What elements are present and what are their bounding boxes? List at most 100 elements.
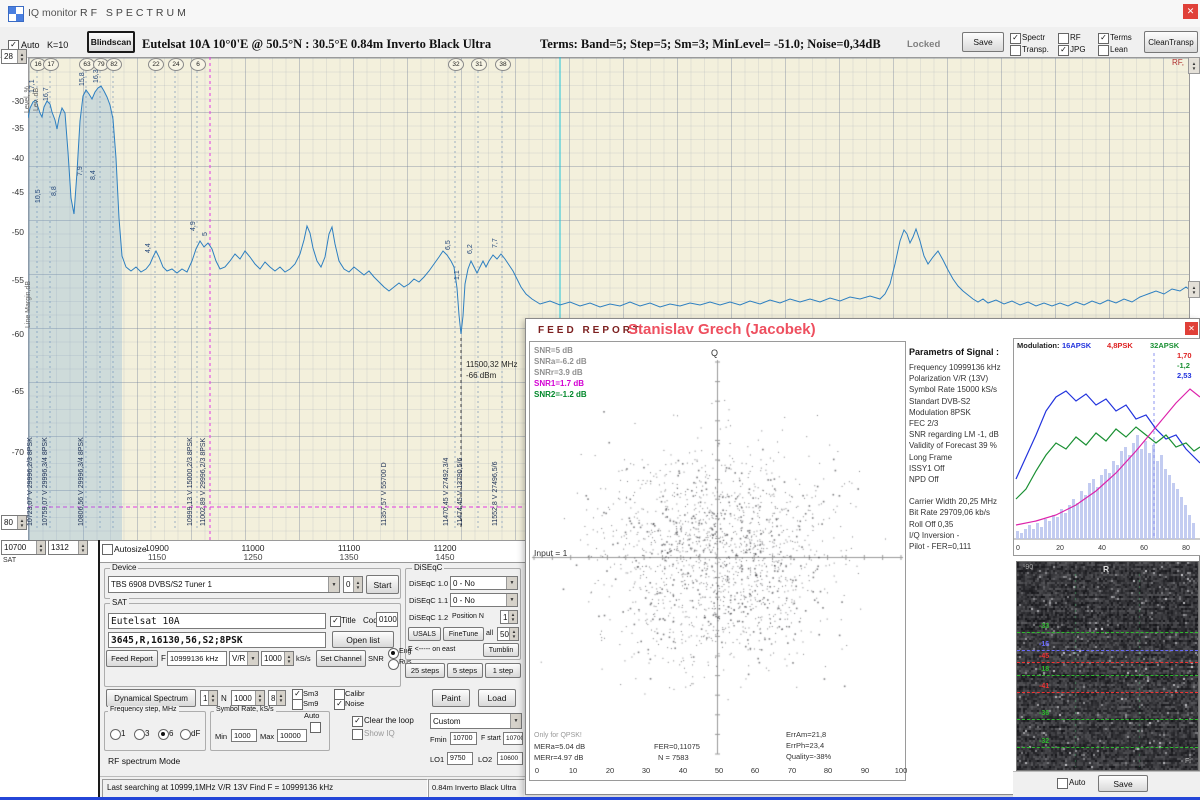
feed-report-title[interactable]: FEED REPORT [538, 325, 642, 336]
load-button[interactable]: Load [478, 689, 516, 707]
level-max-spinner[interactable]: 28 [1, 49, 27, 64]
noise-checkbox[interactable] [334, 699, 345, 710]
open-list-button[interactable]: Open list [332, 631, 394, 648]
min-input[interactable]: 1000 [231, 729, 257, 742]
waterfall-threshold-line [1017, 650, 1198, 651]
transponder-label: 10999,13 V 15000,2/3 8PSK [187, 437, 194, 526]
finetune-button[interactable]: FineTune [443, 627, 484, 641]
tuner-index-spinner[interactable]: 0 [343, 576, 363, 593]
peak-label: 16,3 [93, 69, 100, 83]
feed-close-icon[interactable]: ✕ [1185, 322, 1198, 335]
snr-line: SNRa=-6.2 dB [534, 357, 587, 366]
right-axis-spinner-top[interactable] [1188, 57, 1200, 74]
usals-button[interactable]: USALS [408, 627, 441, 641]
steps25-button[interactable]: 25 steps [405, 663, 445, 678]
transponder-marker[interactable]: 24 [168, 58, 184, 71]
const-axis-label: 60 [744, 766, 766, 775]
step1-button[interactable]: 1 step [485, 663, 521, 678]
eng-radio[interactable] [388, 648, 399, 659]
frequency-label: F [161, 654, 166, 663]
sat-mini-label: SAT [3, 557, 16, 564]
step3mhz-radio[interactable] [134, 729, 145, 740]
satellite-name-input[interactable]: Eutelsat 10A [108, 613, 326, 629]
fmin-input[interactable]: 10700 [450, 732, 477, 745]
transponder-marker[interactable]: 6 [190, 58, 206, 71]
feed-author: Stanislav Grech (Jacobek) [628, 321, 816, 338]
dyn-spinner-8[interactable]: 8 [268, 690, 286, 706]
polarization-select[interactable]: V/R [229, 651, 259, 666]
rus-radio[interactable] [388, 659, 399, 670]
step6mhz-radio[interactable] [158, 729, 169, 740]
paint-button[interactable]: Paint [432, 689, 470, 707]
fmin-label: Fmin [430, 735, 447, 744]
waterfall-topleft-label: -90 [1023, 564, 1033, 571]
feed-auto-checkbox[interactable] [1057, 778, 1068, 789]
modulation-chart: 020406080 Modulation:16APSK4,8PSK32APSK1… [1013, 338, 1200, 556]
all-spinner[interactable]: 50 [497, 627, 519, 641]
level-tick: -60 [2, 329, 24, 339]
transponder-marker[interactable]: 38 [495, 58, 511, 71]
max-input[interactable]: 10000 [277, 729, 307, 742]
autosize-checkbox[interactable] [102, 544, 113, 555]
transponder-label: 10723,07 V 29996,2/3 8PSK [27, 437, 34, 526]
step1mhz-label: 1 [121, 729, 125, 738]
feed-save-button[interactable]: Save [1098, 775, 1148, 792]
channel-input[interactable]: 3645,R,16130,56,S2;8PSK [108, 632, 326, 648]
step6mhz-label: 6 [169, 729, 173, 738]
transponder-marker[interactable]: 31 [471, 58, 487, 71]
waterfall-fi-label: Fi [1185, 758, 1191, 765]
transponder-marker[interactable]: 32 [448, 58, 464, 71]
freqstep-legend: Frequency step, MHz [108, 706, 179, 713]
lo2-input[interactable]: 10600 [497, 752, 523, 765]
start-button[interactable]: Start [366, 575, 399, 594]
show-iq-checkbox[interactable] [352, 729, 363, 740]
feed-report-button[interactable]: Feed Report [106, 650, 158, 667]
peak-label: 6,5 [445, 240, 452, 250]
sm9-checkbox[interactable] [292, 699, 303, 710]
symrate-auto-checkbox[interactable] [310, 722, 321, 733]
freq-tick-if: 1450 [427, 552, 463, 562]
custom-select[interactable]: Custom [430, 713, 522, 729]
tuner-select[interactable]: TBS 6908 DVBS/S2 Tuner 1 [108, 576, 340, 593]
diseqc11-select[interactable]: 0 - No [450, 593, 518, 607]
dynamical-spectrum-button[interactable]: Dynamical Spectrum [106, 689, 196, 707]
param-line: SNR regarding LM -1, dB [909, 430, 1011, 441]
modulation-legend-item: 16APSK [1062, 341, 1091, 350]
qpsk-note: Only for QPSK! [534, 732, 582, 739]
lo1-input[interactable]: 9750 [447, 752, 473, 765]
level-min-spinner[interactable]: 80 [1, 515, 27, 530]
level-tick: -30 [2, 96, 24, 106]
peak-label: 4,9 [190, 221, 197, 231]
const-axis-label: 80 [817, 766, 839, 775]
step1mhz-radio[interactable] [110, 729, 121, 740]
tumblin-button[interactable]: Tumblin [483, 643, 519, 657]
waterfall-threshold-line [1017, 675, 1198, 676]
clear-loop-checkbox[interactable] [352, 716, 363, 727]
fstart-input[interactable]: 10700 [503, 732, 523, 745]
right-axis-spinner-mid[interactable] [1188, 281, 1200, 298]
mera-value: MERa=5.04 dB [534, 742, 585, 751]
transponder-marker[interactable]: 22 [148, 58, 164, 71]
transponder-marker[interactable]: 82 [106, 58, 122, 71]
start-frequency-spinner[interactable]: 10700 [1, 540, 46, 555]
span-spinner[interactable]: 1312 [48, 540, 88, 555]
diseqc10-select[interactable]: 0 - No [450, 576, 518, 590]
constellation-canvas [530, 342, 905, 780]
modulation-legend-title: Modulation: [1017, 341, 1060, 350]
position-spinner[interactable]: 1 [500, 610, 518, 624]
symbolrate-spinner[interactable]: 1000 [261, 651, 294, 666]
waterfall-threshold-line [1017, 692, 1198, 693]
transponder-marker[interactable]: 17 [43, 58, 59, 71]
set-channel-button[interactable]: Set Channel [316, 650, 366, 667]
param-line: Long Frame [909, 453, 1011, 464]
const-axis-label: 50 [708, 766, 730, 775]
frequency-input[interactable]: 10999136 kHz [167, 651, 227, 666]
steps5-button[interactable]: 5 steps [447, 663, 483, 678]
dyn-spinner-1000[interactable]: 1000 [231, 690, 265, 706]
param-line: Validity of Forecast 39 % [909, 441, 1011, 452]
code-input[interactable]: 0100 [376, 612, 398, 627]
n-label: N [221, 694, 227, 703]
dyn-spinner-1[interactable]: 1 [200, 690, 218, 706]
stepdf-radio[interactable] [180, 729, 191, 740]
title-checkbox[interactable] [330, 616, 341, 627]
